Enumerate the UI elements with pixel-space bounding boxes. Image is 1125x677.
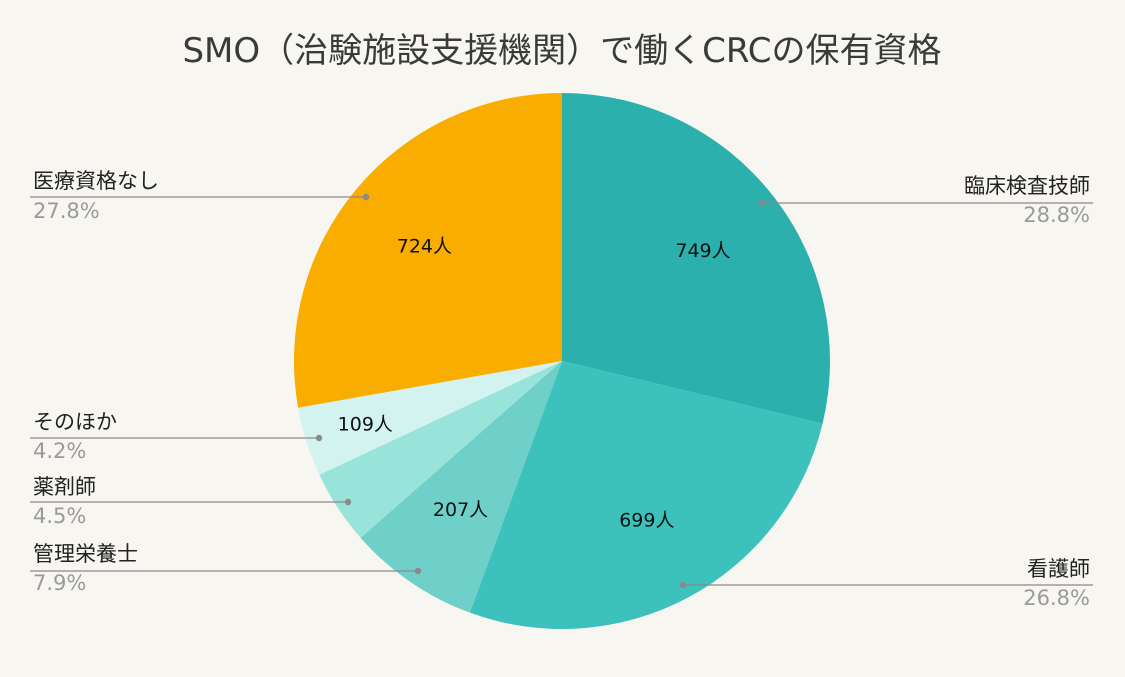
slice-1 <box>562 93 830 424</box>
slice-4-leader-dot <box>344 498 352 506</box>
slice-4-percent-label: 4.5% <box>33 504 86 528</box>
slice-6-percent-label: 27.8% <box>33 199 100 223</box>
slice-2-percent-label: 26.8% <box>1023 586 1090 610</box>
slice-3 <box>360 361 562 613</box>
slice-3-value-label: 207人 <box>433 499 488 521</box>
slice-4 <box>319 361 562 538</box>
slice-1-leader-dot <box>758 199 766 207</box>
slice-5-value-label: 109人 <box>338 413 393 435</box>
slice-6-leader-dot <box>362 193 370 201</box>
slice-2-leader-dot <box>679 581 687 589</box>
slice-6-value-label: 724人 <box>397 236 452 258</box>
slice-2 <box>469 361 823 629</box>
slice-5-percent-label: 4.2% <box>33 439 86 463</box>
slice-2-category-label: 看護師 <box>1027 557 1090 581</box>
slice-5-category-label: そのほか <box>33 410 117 434</box>
slice-6 <box>294 93 562 408</box>
slice-2-value-label: 699人 <box>619 509 674 531</box>
slice-3-category-label: 管理栄養士 <box>33 542 138 566</box>
slice-1-value-label: 749人 <box>675 240 730 262</box>
category-callouts: 臨床検査技師 28.8% 看護師 26.8% 管理栄養士 7.9% 薬剤師 4.5% そのほか 4… <box>30 169 1093 610</box>
chart-title: SMO（治験施設支援機関）で働くCRCの保有資格 <box>182 31 941 71</box>
slice-1-percent-label: 28.8% <box>1023 203 1090 227</box>
slice-4-category-label: 薬剤師 <box>33 475 96 499</box>
slice-1-category-label: 臨床検査技師 <box>964 174 1090 198</box>
slice-5 <box>298 361 562 475</box>
slice-3-percent-label: 7.9% <box>33 571 86 595</box>
slice-5-leader-dot <box>315 434 323 442</box>
slice-3-leader-dot <box>414 567 422 575</box>
slice-6-category-label: 医療資格なし <box>33 169 159 193</box>
pie-slices <box>294 93 830 629</box>
slice-value-labels: 749人 699人 207人 109人 724人 <box>338 236 731 532</box>
